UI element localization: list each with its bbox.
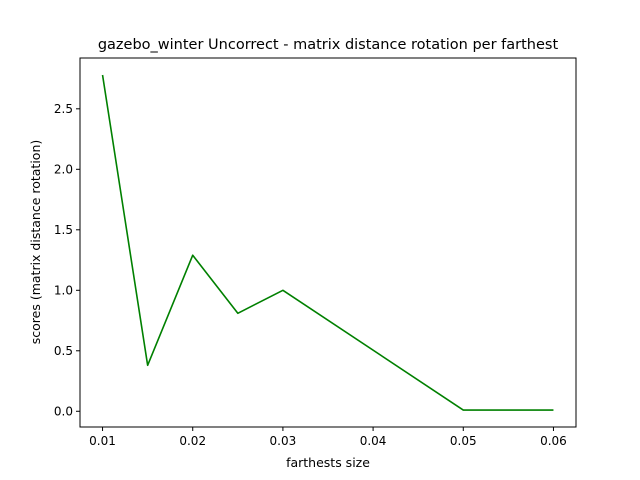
y-tick-label: 2.5 xyxy=(54,102,73,116)
x-axis-label: farthests size xyxy=(286,455,370,470)
x-tick-label: 0.03 xyxy=(270,434,297,448)
chart-title: gazebo_winter Uncorrect - matrix distanc… xyxy=(98,37,559,53)
series-line-0 xyxy=(101,74,554,411)
y-tick-label: 1.5 xyxy=(54,223,73,237)
x-tick-label: 0.02 xyxy=(179,434,206,448)
y-tick-label: 2.0 xyxy=(54,162,73,176)
plot-frame xyxy=(79,57,577,428)
x-tick-label: 0.04 xyxy=(360,434,387,448)
x-axis-ticks: 0.01 0.02 0.03 0.04 0.05 0.06 xyxy=(89,427,567,448)
y-tick-label: 0.0 xyxy=(54,404,73,418)
x-tick-label: 0.06 xyxy=(540,434,567,448)
x-tick-label: 0.01 xyxy=(89,434,116,448)
x-tick-label: 0.05 xyxy=(450,434,477,448)
y-tick-label: 0.5 xyxy=(54,344,73,358)
y-axis-ticks: 0.0 0.5 1.0 1.5 2.0 2.5 xyxy=(54,102,80,418)
y-axis-label: scores (matrix distance rotation) xyxy=(28,140,43,345)
series-layer xyxy=(101,74,554,411)
y-tick-label: 1.0 xyxy=(54,283,73,297)
